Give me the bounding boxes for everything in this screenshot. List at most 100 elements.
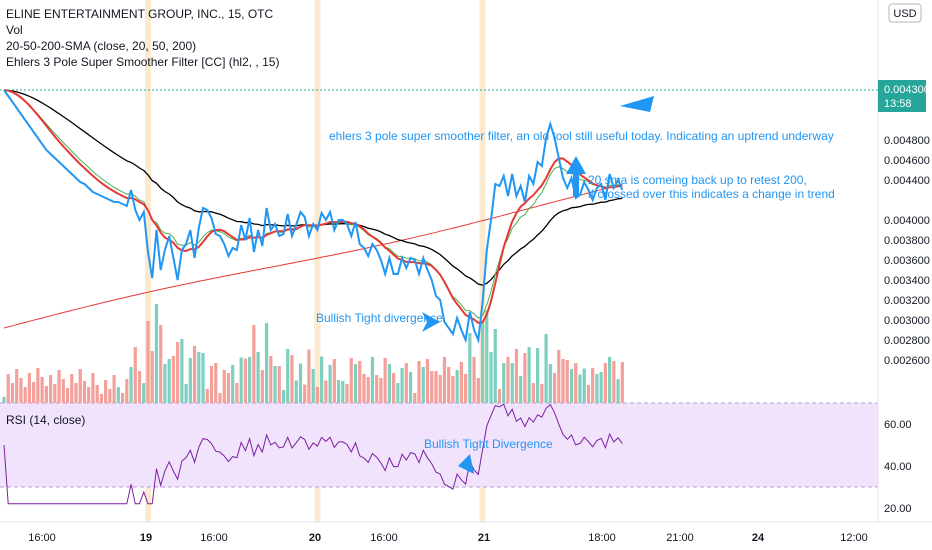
volume-bar (599, 372, 603, 403)
volume-bar (277, 366, 281, 403)
arrow-divergence-rsi (458, 454, 474, 474)
legend-sma[interactable]: 20-50-200-SMA (close, 20, 50, 200) (6, 39, 197, 53)
volume-bar (23, 387, 27, 403)
time-axis[interactable]: 16:00 19 16:00 20 16:00 21 18:00 21:00 24 12:00 (0, 521, 932, 544)
annotation-sma-line1: 20 sma is comeing back up to retest 200, (588, 173, 807, 187)
price-tick-label: 0.003400 (884, 275, 930, 287)
time-tick-label: 16:00 (200, 532, 228, 544)
volume-bar (413, 393, 417, 403)
currency-badge[interactable] (888, 3, 922, 23)
volume-bar (489, 352, 493, 403)
volume-bar (421, 367, 425, 403)
time-tick-label: 16:00 (28, 532, 56, 544)
volume-bar (531, 383, 535, 403)
volume-bar (180, 339, 184, 403)
volume-bar (125, 379, 129, 403)
volume-bar (209, 366, 214, 403)
volume-bar (10, 383, 15, 403)
volume-bar (332, 359, 336, 403)
volume-bar (396, 383, 400, 403)
volume-bar (514, 349, 519, 403)
arrow-divergence-price (422, 312, 440, 332)
volume-bar (32, 382, 36, 403)
legend-title[interactable]: ELINE ENTERTAINMENT GROUP, INC., 15, OTC (6, 7, 274, 21)
volume-bar (425, 359, 430, 403)
volume-bar (82, 381, 87, 403)
time-tick-label: 16:00 (370, 532, 398, 544)
rsi-tick-label: 40.00 (884, 461, 912, 473)
volume-bar (294, 380, 298, 403)
volume-bar (536, 348, 540, 403)
volume-bar (142, 383, 146, 403)
volume-bar (582, 368, 586, 403)
volume-bar (44, 386, 48, 403)
volume-bar (40, 377, 44, 403)
volume-bar (214, 363, 218, 403)
indicator-lines (3, 89, 624, 505)
volume-bar (159, 325, 163, 403)
price-axis[interactable]: USD 0.0048000.0046000.0044000.0040000.00… (877, 0, 930, 522)
volume-bar (565, 360, 569, 403)
volume-bar (133, 347, 137, 403)
volume-bar (586, 385, 591, 403)
volume-bar (36, 368, 40, 403)
annotation-divergence-price: Bullish Tight divergence (316, 311, 443, 325)
volume-bar (192, 346, 197, 403)
volume-bar (226, 373, 231, 403)
volume-bar (540, 384, 544, 403)
volume-bar (298, 363, 303, 403)
volume-bar (112, 375, 116, 403)
volume-bar (608, 357, 612, 403)
volume-bar (116, 387, 120, 403)
price-tick-label: 0.002800 (884, 335, 930, 347)
volume-bar (205, 389, 209, 403)
volume-bar (104, 380, 108, 403)
volume-bar (362, 374, 366, 403)
volume-bar (239, 357, 243, 403)
time-tick-label: 18:00 (588, 532, 616, 544)
volume-bar (603, 363, 607, 403)
legend-rsi[interactable]: RSI (14, close) (6, 413, 86, 427)
volume-bar (201, 353, 205, 403)
volume-bar (61, 379, 65, 403)
price-tag-countdown: 13:58 (884, 98, 912, 110)
volume-bar (493, 329, 497, 403)
volume-bar (447, 367, 451, 403)
volume-bar (595, 374, 599, 403)
volume-bar (519, 376, 523, 403)
volume-bar (91, 373, 95, 403)
annotation-arrows (422, 96, 654, 474)
volume-bar (349, 358, 353, 403)
volume-bars (2, 304, 624, 403)
session-breaks (144, 0, 486, 522)
price-tag (878, 80, 926, 112)
volume-bar (311, 369, 315, 403)
volume-bar (188, 358, 192, 403)
price-tick-label: 0.004000 (884, 215, 930, 227)
time-tick-label: 19 (140, 532, 152, 544)
volume-bar (154, 304, 159, 403)
volume-bar (578, 374, 582, 403)
volume-bar (544, 334, 548, 403)
volume-bar (417, 361, 421, 403)
currency-label: USD (893, 8, 916, 20)
volume-bar (324, 380, 328, 403)
price-tick-label: 0.003600 (884, 255, 930, 267)
volume-bar (197, 352, 201, 403)
volume-bar (506, 357, 510, 403)
legend-vol[interactable]: Vol (6, 23, 23, 37)
volume-bar (510, 363, 514, 403)
time-tick-label: 12:00 (840, 532, 868, 544)
volume-bar (248, 357, 252, 403)
volume-bar (591, 368, 595, 403)
volume-bar (341, 381, 345, 403)
volume-bar (408, 372, 413, 403)
volume-bar (184, 384, 188, 403)
price-tick-label: 0.004400 (884, 175, 930, 187)
price-tick-label: 0.003000 (884, 315, 930, 327)
price-ticks: 0.004800 0.004600 0.004400 0.004000 0.003800… (884, 135, 930, 367)
legend-ehlers[interactable]: Ehlers 3 Pole Super Smoother Filter [CC]… (6, 55, 280, 69)
volume-bar (358, 361, 362, 403)
volume-bar (87, 387, 91, 403)
